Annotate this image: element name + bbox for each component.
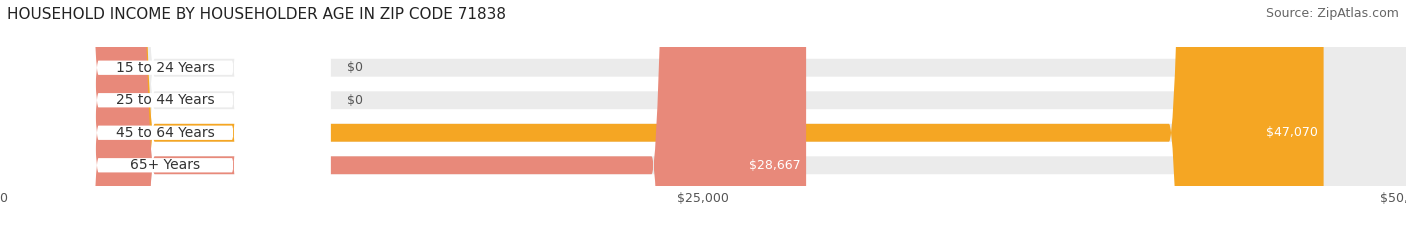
Text: $0: $0 (347, 94, 363, 107)
Text: HOUSEHOLD INCOME BY HOUSEHOLDER AGE IN ZIP CODE 71838: HOUSEHOLD INCOME BY HOUSEHOLDER AGE IN Z… (7, 7, 506, 22)
Text: $28,667: $28,667 (749, 159, 800, 172)
FancyBboxPatch shape (0, 0, 330, 233)
Text: $0: $0 (347, 61, 363, 74)
Text: Source: ZipAtlas.com: Source: ZipAtlas.com (1265, 7, 1399, 20)
FancyBboxPatch shape (0, 0, 806, 233)
FancyBboxPatch shape (0, 0, 330, 233)
Text: 65+ Years: 65+ Years (131, 158, 200, 172)
FancyBboxPatch shape (0, 0, 330, 233)
Text: 15 to 24 Years: 15 to 24 Years (115, 61, 215, 75)
Text: $47,070: $47,070 (1267, 126, 1317, 139)
Text: 45 to 64 Years: 45 to 64 Years (115, 126, 215, 140)
FancyBboxPatch shape (0, 0, 1323, 233)
FancyBboxPatch shape (0, 0, 330, 233)
Text: 25 to 44 Years: 25 to 44 Years (115, 93, 215, 107)
